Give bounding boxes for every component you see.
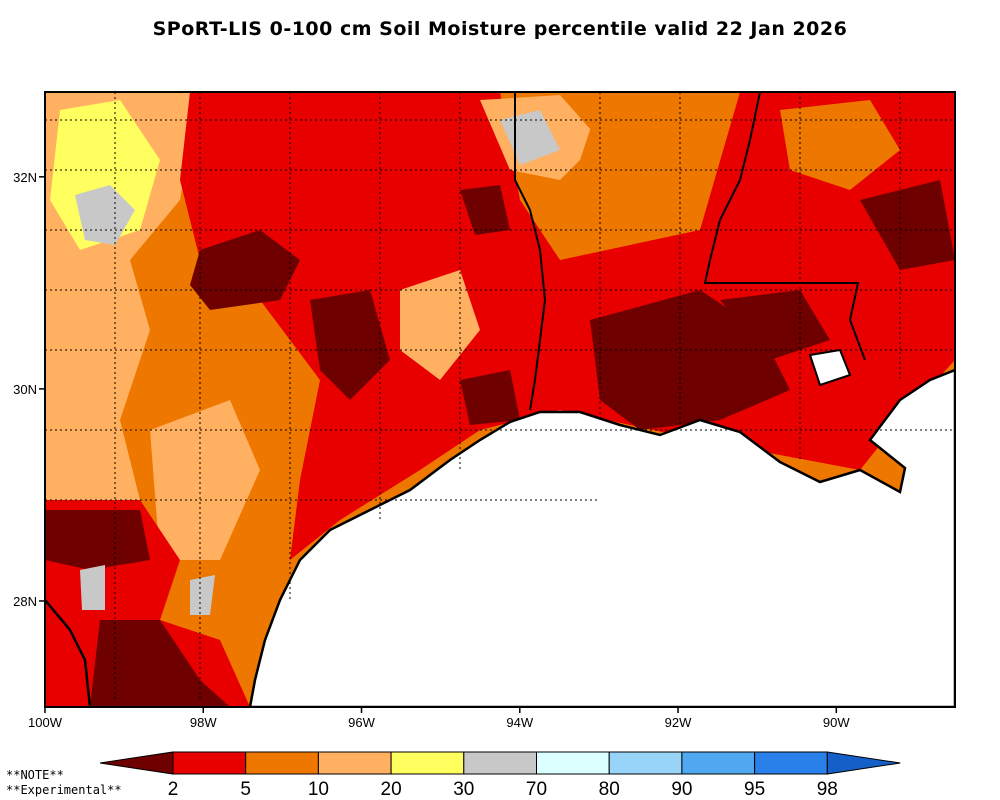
colorbar-label: 20 bbox=[381, 779, 402, 800]
colorbar-swatch bbox=[536, 751, 610, 775]
county-lines bbox=[45, 92, 955, 700]
colorbar-low-arrow bbox=[99, 751, 174, 775]
lon-tick-label: 96W bbox=[348, 715, 375, 730]
lat-tick-label: 32N bbox=[13, 170, 37, 185]
colorbar-label: 70 bbox=[526, 779, 547, 800]
colorbar-swatch bbox=[463, 751, 537, 775]
lon-tick-label: 94W bbox=[506, 715, 533, 730]
colorbar-label: 2 bbox=[168, 779, 179, 800]
la-ms-border bbox=[703, 92, 866, 361]
colorbar-label: 30 bbox=[453, 779, 474, 800]
experimental-label: **Experimental** bbox=[6, 783, 122, 797]
lat-tick-label: 28N bbox=[13, 594, 37, 609]
colorbar: 2 5 10 20 30 70 80 90 95 98 bbox=[99, 751, 901, 800]
map-title: SPoRT-LIS 0-100 cm Soil Moisture percent… bbox=[152, 18, 848, 40]
tx-la-border bbox=[514, 92, 547, 411]
colorbar-swatch bbox=[172, 751, 247, 775]
colorbar-high-arrow bbox=[826, 751, 901, 775]
lat-tick-label: 30N bbox=[13, 382, 37, 397]
colorbar-swatch bbox=[390, 751, 465, 775]
rio-grande bbox=[45, 599, 92, 707]
plot-frame bbox=[44, 91, 956, 708]
colorbar-swatch bbox=[754, 751, 828, 775]
axis-ticks: 100W 98W 96W 94W 92W 90W 32N 30N 28N bbox=[13, 170, 850, 730]
lon-tick-label: 92W bbox=[665, 715, 692, 730]
colorbar-swatch bbox=[317, 751, 392, 775]
colorbar-label: 98 bbox=[817, 779, 838, 800]
lon-tick-label: 90W bbox=[823, 715, 850, 730]
colorbar-swatch bbox=[608, 751, 683, 775]
colorbar-label: 90 bbox=[671, 779, 692, 800]
colorbar-label: 5 bbox=[240, 779, 251, 800]
colorbar-label: 80 bbox=[599, 779, 620, 800]
colorbar-label: 10 bbox=[308, 779, 329, 800]
colorbar-swatch bbox=[681, 751, 756, 775]
soil-moisture-field bbox=[45, 92, 955, 707]
lon-tick-label: 100W bbox=[28, 715, 63, 730]
colorbar-swatch bbox=[245, 751, 319, 775]
note-label: **NOTE** bbox=[6, 768, 64, 782]
colorbar-label: 95 bbox=[744, 779, 765, 800]
lon-tick-label: 98W bbox=[190, 715, 217, 730]
